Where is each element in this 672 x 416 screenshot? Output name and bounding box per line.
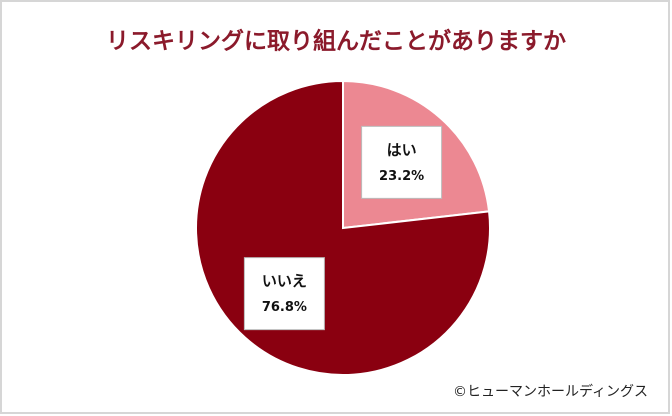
slice-label: いいえ <box>262 272 307 290</box>
label-box <box>361 125 443 199</box>
label-box <box>243 257 325 331</box>
copyright: ©ヒューマンホールディングス <box>453 383 648 400</box>
value-label: 76.8% <box>262 300 307 315</box>
slice-label: はい <box>387 141 417 159</box>
chart-title: リスキリングに取り組んだことがありますか <box>106 28 566 55</box>
value-label: 23.2% <box>379 169 424 184</box>
